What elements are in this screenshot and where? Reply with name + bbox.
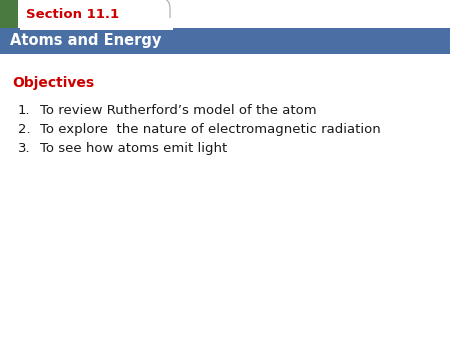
Text: To explore  the nature of electromagnetic radiation: To explore the nature of electromagnetic… [40,123,381,136]
Text: 2.: 2. [18,123,31,136]
Bar [0,28,450,54]
Text: Section 11.1: Section 11.1 [26,7,119,21]
Bar [0,0,20,28]
Text: 1.: 1. [18,104,31,117]
Text: To see how atoms emit light: To see how atoms emit light [40,142,227,155]
Text: 3.: 3. [18,142,31,155]
Text: To review Rutherford’s model of the atom: To review Rutherford’s model of the atom [40,104,317,117]
Text: Atoms and Energy: Atoms and Energy [10,33,162,48]
Bar [18,0,22,28]
Text: Objectives: Objectives [12,76,94,90]
Bar [20,18,173,30]
FancyBboxPatch shape [18,0,170,30]
